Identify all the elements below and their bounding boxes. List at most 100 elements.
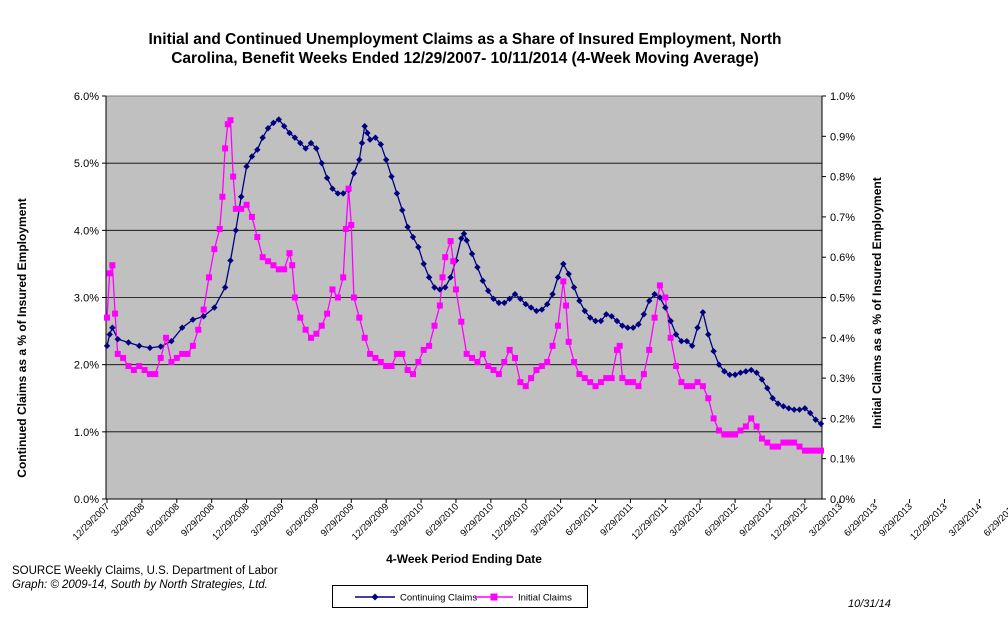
initial-claims-point xyxy=(334,294,341,301)
initial-claims-point xyxy=(281,266,288,273)
initial-claims-point xyxy=(517,379,524,386)
continuing-claims-point xyxy=(581,307,588,315)
continuing-claims-point xyxy=(517,295,524,303)
x-tick-label: 3/29/2008 xyxy=(109,501,147,539)
legend: Continuing Claims Initial Claims xyxy=(332,585,588,608)
initial-claims-point xyxy=(758,435,765,442)
date-stamp: 10/31/14 xyxy=(848,598,891,610)
initial-claims-point xyxy=(694,379,701,386)
continuing-claims-point xyxy=(280,123,288,130)
continuing-claims-point xyxy=(361,123,368,130)
continuing-claims-point xyxy=(366,136,374,143)
right-tick-label: 0.2% xyxy=(830,413,855,425)
continuing-claims-point xyxy=(495,299,503,307)
right-tick-label: 0.4% xyxy=(830,333,855,345)
initial-claims-point xyxy=(184,350,191,357)
left-tick-label: 5.0% xyxy=(74,158,99,170)
initial-claims-point xyxy=(775,443,782,450)
continuing-claims-point xyxy=(146,344,154,352)
right-y-axis-label: Initial Claims as a % of Insured Employm… xyxy=(870,177,884,428)
initial-claims-point xyxy=(388,363,395,370)
x-axis-ticks: 12/29/20073/29/20086/29/20089/29/200812/… xyxy=(71,499,1008,543)
initial-claims-point xyxy=(291,294,298,301)
initial-claims-point xyxy=(106,270,113,277)
initial-claims-point xyxy=(678,379,685,386)
initial-claims-point xyxy=(683,383,690,390)
left-tick-label: 3.0% xyxy=(74,293,99,305)
initial-claims-point xyxy=(313,330,320,337)
initial-claims-point xyxy=(345,185,352,192)
initial-claims-point xyxy=(753,423,760,430)
initial-claims-point xyxy=(603,375,610,382)
right-y-axis-ticks: 0.0% 0.1% 0.2% 0.3% 0.4% 0.5% 0.6% 0.7% 0.8% 0.9%… xyxy=(822,91,855,506)
continuing-claims-point xyxy=(538,306,546,313)
initial-claims-point xyxy=(219,193,226,200)
continuing-claims-point xyxy=(715,361,723,368)
initial-claims-point xyxy=(587,379,594,386)
legend-continuing-marker xyxy=(371,593,379,601)
continuing-claims-point xyxy=(372,134,379,141)
continuing-claims-point xyxy=(350,170,358,177)
initial-claims-point xyxy=(742,423,749,430)
initial-claims-point xyxy=(646,346,653,353)
continuing-claims-point xyxy=(586,314,594,321)
continuing-claims-point xyxy=(699,309,707,316)
continuing-claims-point xyxy=(340,190,347,197)
continuing-claims-point xyxy=(364,129,371,137)
left-tick-label: 0.0% xyxy=(74,494,99,506)
initial-claims-point xyxy=(716,427,722,434)
initial-claims-point xyxy=(439,274,446,281)
initial-claims-point xyxy=(270,262,277,269)
continuing-claims-point xyxy=(613,317,621,325)
left-tick-label: 6.0% xyxy=(74,91,99,103)
x-axis-label: 4-Week Period Ending Date xyxy=(386,552,542,566)
right-tick-label: 0.6% xyxy=(830,252,855,264)
continuing-claims-point xyxy=(688,342,696,350)
initial-claims-point xyxy=(479,350,486,357)
continuing-claims-point xyxy=(264,125,272,132)
continuing-claims-point xyxy=(721,368,728,375)
initial-claims-point xyxy=(377,358,384,365)
initial-claims-point xyxy=(399,350,406,357)
continuing-claims-point xyxy=(667,317,674,325)
continuing-claims-point xyxy=(468,250,476,258)
left-tick-label: 1.0% xyxy=(74,427,99,439)
continuing-claims-point xyxy=(533,307,540,315)
continuing-claims-point xyxy=(656,294,664,301)
initial-claims-point xyxy=(265,258,272,265)
continuing-claims-point xyxy=(511,290,519,298)
continuing-claims-point xyxy=(646,297,653,305)
right-tick-label: 0.5% xyxy=(830,293,855,305)
continuing-claims-point xyxy=(460,230,468,237)
continuing-claims-point xyxy=(731,371,739,378)
right-tick-label: 0.0% xyxy=(830,494,855,506)
chart-title: Initial and Continued Unemployment Claim… xyxy=(80,30,850,68)
initial-claims-point xyxy=(619,375,626,382)
x-tick-label: 6/29/2011 xyxy=(563,501,600,538)
continuing-claims-point xyxy=(705,331,712,338)
initial-claims-point xyxy=(528,375,535,382)
continuing-claims-point xyxy=(227,257,234,264)
continuing-claims-point xyxy=(178,324,186,331)
initial-claims-point xyxy=(597,379,604,386)
initial-claims-point xyxy=(785,439,792,446)
initial-claims-point xyxy=(656,282,663,289)
initial-claims-point xyxy=(130,367,137,374)
gridlines xyxy=(106,162,822,433)
series-markers xyxy=(103,116,825,454)
continuing-claims-point xyxy=(358,139,366,147)
continuing-claims-point xyxy=(683,337,690,345)
continuing-claims-point xyxy=(592,317,599,325)
initial-claims-point xyxy=(544,358,551,365)
initial-claims-point xyxy=(179,350,186,357)
initial-claims-point xyxy=(211,246,218,253)
initial-claims-point xyxy=(238,205,245,212)
initial-claims-point xyxy=(152,371,159,378)
initial-claims-point xyxy=(592,383,599,390)
continuing-claims-point xyxy=(769,395,776,402)
continuing-claims-point xyxy=(259,134,266,141)
continuing-claims-point xyxy=(742,368,750,375)
continuing-claims-point xyxy=(737,369,744,376)
initial-claims-point xyxy=(474,358,481,365)
x-tick-label: 3/29/2010 xyxy=(389,501,427,539)
